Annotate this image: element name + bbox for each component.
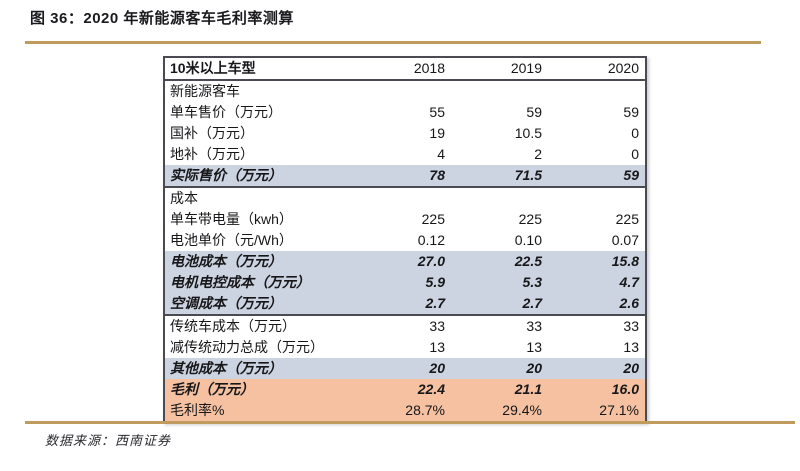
- cell-value: 20: [429, 360, 445, 376]
- cell-value: 55: [429, 104, 445, 120]
- cell-value: [451, 188, 548, 209]
- cell-value: 2.7: [522, 295, 542, 311]
- cell-value: 225: [615, 211, 639, 227]
- cell-value: 22.5: [514, 253, 542, 269]
- cell-value: 33: [623, 318, 639, 334]
- cell-value: 225: [421, 211, 445, 227]
- cell-value: 28.7%: [405, 402, 445, 418]
- row-label: 减传统动力总成（万元）: [170, 339, 324, 355]
- row-label: 电池单价（元/Wh）: [170, 232, 293, 248]
- table-row-nev-bus: 新能源客车: [165, 81, 645, 102]
- table-row-cost-section: 成本: [165, 188, 645, 209]
- cell-value: [548, 188, 645, 209]
- cell-value: 4.7: [619, 274, 639, 290]
- table-row-ac-cost: 空调成本（万元） 2.7 2.7 2.6: [165, 293, 645, 316]
- cell-value: 0.12: [417, 232, 445, 248]
- figure-title: 图 36：2020 年新能源客车毛利率测算: [30, 10, 294, 27]
- cell-value: 0.07: [611, 232, 639, 248]
- cell-value: 16.0: [611, 381, 639, 397]
- table-row-minus-powertrain: 减传统动力总成（万元） 13 13 13: [165, 337, 645, 358]
- row-label: 电机电控成本（万元）: [170, 274, 310, 290]
- cell-value: 59: [526, 104, 542, 120]
- cell-value: [548, 81, 645, 102]
- row-label: 其他成本（万元）: [170, 360, 282, 376]
- cell-value: 27.1%: [599, 402, 639, 418]
- table-row-actual-price: 实际售价（万元） 78 71.5 59: [165, 165, 645, 188]
- row-label: 单车售价（万元）: [170, 104, 282, 120]
- table-row-gross-profit: 毛利（万元） 22.4 21.1 16.0: [165, 379, 645, 400]
- cell-value: [354, 81, 451, 102]
- cell-value: 20: [526, 360, 542, 376]
- table-row-traditional-cost: 传统车成本（万元） 33 33 33: [165, 316, 645, 337]
- cell-value: 0: [631, 146, 639, 162]
- header-model-label: 10米以上车型: [170, 60, 256, 76]
- cell-value: 13: [526, 339, 542, 355]
- cell-value: 59: [623, 167, 639, 183]
- cell-value: 0: [631, 125, 639, 141]
- row-label: 国补（万元）: [170, 125, 254, 141]
- cell-value: 5.3: [522, 274, 542, 290]
- cell-value: 5.9: [425, 274, 445, 290]
- cell-value: 29.4%: [502, 402, 542, 418]
- header-year-2018: 2018: [413, 60, 445, 76]
- cell-value: 19: [429, 125, 445, 141]
- cell-value: 0.10: [514, 232, 542, 248]
- cell-value: 33: [526, 318, 542, 334]
- cell-value: 71.5: [514, 167, 542, 183]
- cell-value: [451, 81, 548, 102]
- row-label: 毛利率%: [170, 402, 225, 418]
- cell-value: 22.4: [417, 381, 445, 397]
- row-label: 新能源客车: [170, 83, 240, 99]
- cell-value: 2.6: [619, 295, 639, 311]
- footer-rule: [25, 421, 795, 424]
- cell-value: 13: [623, 339, 639, 355]
- cell-value: 10.5: [514, 125, 542, 141]
- data-source-note: 数据来源：西南证券: [45, 433, 172, 448]
- header-year-2019: 2019: [510, 60, 542, 76]
- row-label: 毛利（万元）: [170, 381, 254, 397]
- row-label: 空调成本（万元）: [170, 295, 282, 311]
- cell-value: 2.7: [425, 295, 445, 311]
- table-row-battery-unit-price: 电池单价（元/Wh） 0.12 0.10 0.07: [165, 230, 645, 251]
- cell-value: 59: [623, 104, 639, 120]
- cell-value: 21.1: [514, 381, 542, 397]
- table-row-national-subsidy: 国补（万元） 19 10.5 0: [165, 123, 645, 144]
- cell-value: 13: [429, 339, 445, 355]
- table-row-battery-cost: 电池成本（万元） 27.0 22.5 15.8: [165, 251, 645, 272]
- table-row-local-subsidy: 地补（万元） 4 2 0: [165, 144, 645, 165]
- row-label: 电池成本（万元）: [170, 253, 282, 269]
- table-header-row: 10米以上车型 2018 2019 2020: [165, 58, 645, 81]
- cell-value: [354, 188, 451, 209]
- header-year-2020: 2020: [607, 60, 639, 76]
- table-row-battery-capacity: 单车带电量（kwh） 225 225 225: [165, 209, 645, 230]
- cell-value: 2: [534, 146, 542, 162]
- row-label: 地补（万元）: [170, 146, 254, 162]
- table-row-gross-margin: 毛利率% 28.7% 29.4% 27.1%: [165, 400, 645, 421]
- row-label: 传统车成本（万元）: [170, 318, 296, 334]
- cell-value: 78: [429, 167, 445, 183]
- cell-value: 27.0: [417, 253, 445, 269]
- cell-value: 15.8: [611, 253, 639, 269]
- table-row-unit-price: 单车售价（万元） 55 59 59: [165, 102, 645, 123]
- row-label: 实际售价（万元）: [170, 167, 282, 183]
- margin-table: 10米以上车型 2018 2019 2020 新能源客车 单车售价（万元） 55…: [163, 56, 647, 423]
- title-underline: [25, 41, 761, 44]
- cell-value: 225: [518, 211, 542, 227]
- row-label: 单车带电量（kwh）: [170, 211, 293, 227]
- table-row-other-cost: 其他成本（万元） 20 20 20: [165, 358, 645, 379]
- table-row-motor-control-cost: 电机电控成本（万元） 5.9 5.3 4.7: [165, 272, 645, 293]
- cell-value: 20: [623, 360, 639, 376]
- cell-value: 4: [437, 146, 445, 162]
- cell-value: 33: [429, 318, 445, 334]
- row-label: 成本: [170, 190, 198, 206]
